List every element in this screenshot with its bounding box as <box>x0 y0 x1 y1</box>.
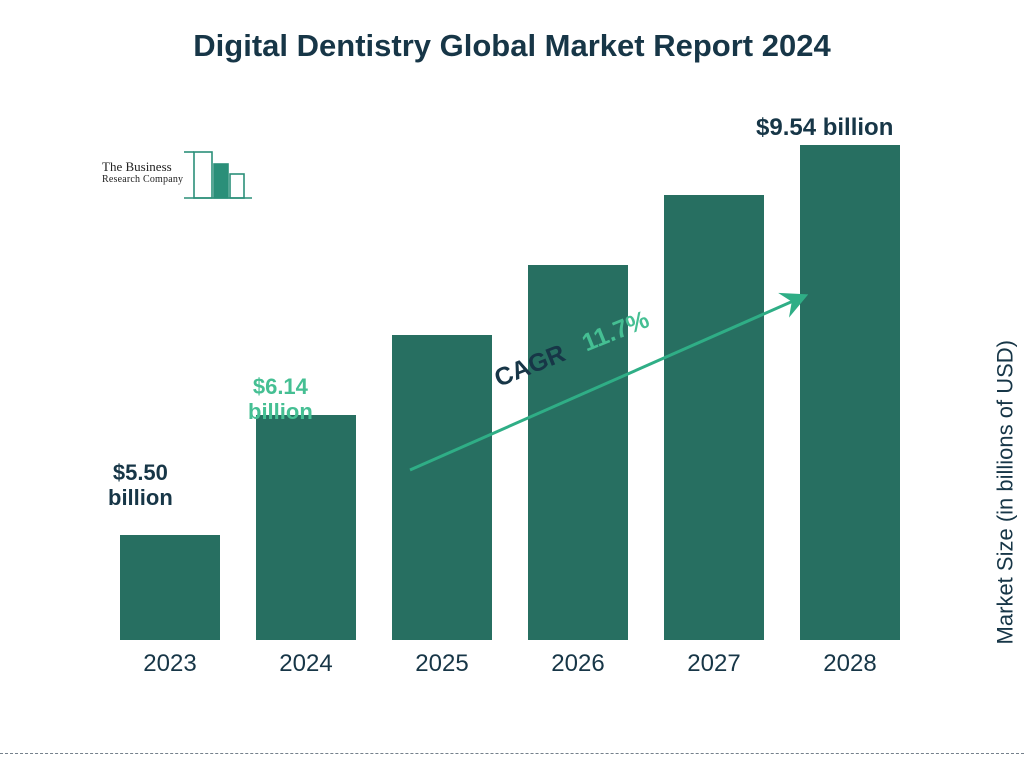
bar <box>120 535 220 640</box>
x-axis-label: 2027 <box>687 650 740 678</box>
bar-slot: 2025 <box>382 335 502 640</box>
chart-title-text: Digital Dentistry Global Market Report 2… <box>193 28 830 63</box>
x-axis-label: 2025 <box>415 650 468 678</box>
bar <box>800 145 900 640</box>
bar-slot: 2023 <box>110 535 230 640</box>
x-axis-label: 2024 <box>279 650 332 678</box>
bar-value-label: $6.14billion <box>248 374 313 425</box>
bar-slot: 2027 <box>654 195 774 640</box>
bar <box>256 415 356 640</box>
bar <box>664 195 764 640</box>
x-axis-label: 2023 <box>143 650 196 678</box>
bar-slot: 2028 <box>790 145 910 640</box>
bar-value-label: $5.50billion <box>108 460 173 511</box>
bar-slot: 2024 <box>246 415 366 640</box>
bar <box>392 335 492 640</box>
footer-divider <box>0 753 1024 754</box>
y-axis-label: Market Size (in billions of USD) <box>992 340 1018 644</box>
bar-value-label: $9.54 billion <box>756 114 893 142</box>
x-axis-label: 2028 <box>823 650 876 678</box>
x-axis-label: 2026 <box>551 650 604 678</box>
chart-title: Digital Dentistry Global Market Report 2… <box>0 28 1024 64</box>
bar-chart: 202320242025202620272028 CAGR 11.7% $5.5… <box>100 120 920 680</box>
